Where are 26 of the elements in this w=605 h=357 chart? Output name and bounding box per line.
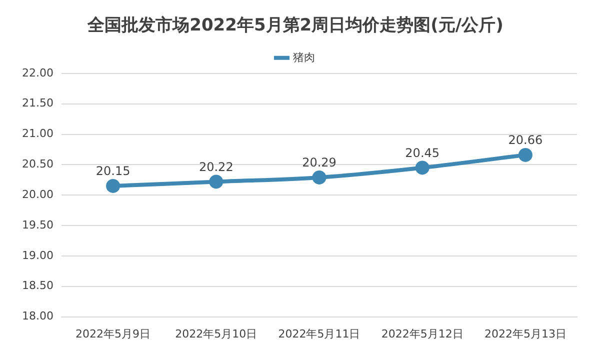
y-tick-label: 21.00 [22,127,54,140]
y-tick-label: 19.50 [22,218,54,232]
y-tick-label: 22.00 [22,66,54,80]
point [415,160,430,175]
y-tick-label: 19.00 [22,248,54,262]
data-label: 20.22 [198,160,234,174]
data-label: 20.45 [405,146,440,160]
point [518,148,532,162]
legend-label: 猪肉 [292,50,315,64]
point [209,174,224,189]
y-tick-label: 18.00 [22,310,54,323]
data-label: 20.15 [96,164,130,178]
data-label: 20.66 [508,133,543,148]
y-tick-label: 18.50 [22,279,54,292]
point [106,178,120,193]
x-tick-label: 2022年5月10日 [175,327,258,340]
y-tick-label: 21.50 [22,96,54,110]
data-label: 20.29 [302,156,336,170]
y-tick-label: 20.00 [22,188,54,201]
point [312,170,326,184]
x-tick-label: 2022年5月11日 [278,327,360,340]
y-tick-label: 20.50 [22,158,54,171]
x-tick-label: 2022年5月12日 [381,327,464,340]
chart-title: 全国批发市场2022年5月第2周日均价走势图(元/公斤) [86,16,504,36]
x-tick-label: 2022年5月13日 [484,327,566,340]
x-tick-label: 2022年5月9日 [76,327,151,340]
